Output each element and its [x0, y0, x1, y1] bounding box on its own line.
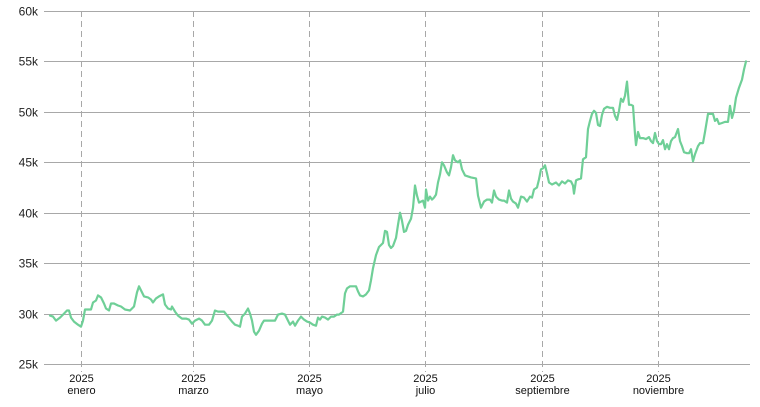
y-tick-label: 45k [19, 156, 39, 170]
x-axis: 2025enero2025marzo2025mayo2025julio2025s… [67, 373, 684, 397]
x-tick-month: septiembre [515, 385, 569, 397]
x-tick-year: 2025 [181, 373, 205, 385]
x-tick-month: mayo [296, 385, 323, 397]
x-tick-month: julio [415, 385, 436, 397]
y-tick-label: 60k [19, 5, 39, 19]
x-tick-month: noviembre [633, 385, 684, 397]
x-tick-month: marzo [178, 385, 209, 397]
y-axis: 25k 30k 35k 40k 45k 50k 55k 60k [19, 5, 39, 372]
x-tick-year: 2025 [69, 373, 93, 385]
x-tick-year: 2025 [530, 373, 554, 385]
x-tick-year: 2025 [646, 373, 670, 385]
data-series-line [48, 60, 748, 336]
y-tick-label: 35k [19, 257, 39, 271]
y-tick-label: 30k [19, 308, 39, 322]
y-tick-label: 55k [19, 55, 39, 69]
y-tick-label: 50k [19, 106, 39, 120]
y-tick-label: 25k [19, 358, 39, 372]
horizontal-gridlines [44, 11, 750, 365]
vertical-gridlines [81, 11, 659, 372]
x-tick-year: 2025 [413, 373, 437, 385]
x-tick-year: 2025 [297, 373, 321, 385]
x-tick-month: enero [67, 385, 95, 397]
y-tick-label: 40k [19, 207, 39, 221]
